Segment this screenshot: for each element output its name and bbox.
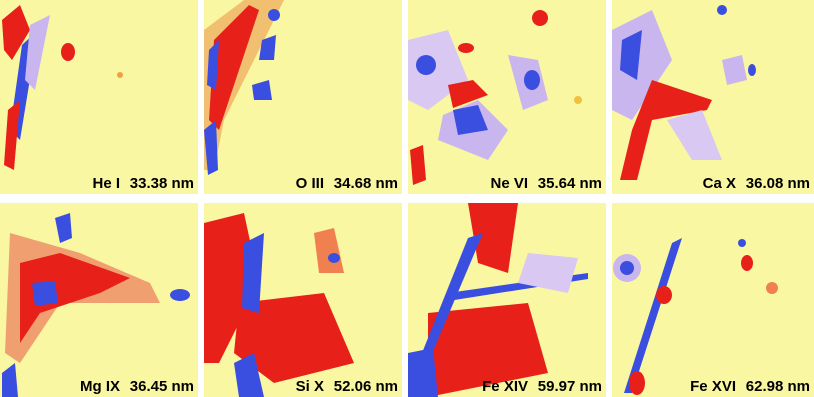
panel bbox=[204, 0, 402, 194]
ion-label: He I bbox=[92, 175, 120, 192]
wavelength-label: 62.98 nm bbox=[746, 378, 810, 395]
panel bbox=[0, 0, 198, 194]
ion-label: Si X bbox=[296, 378, 324, 395]
panel bbox=[612, 203, 814, 397]
panel bbox=[408, 203, 606, 397]
ion-label: Mg IX bbox=[80, 378, 120, 395]
ion-label: Fe XIV bbox=[482, 378, 528, 395]
ion-label: O III bbox=[296, 175, 324, 192]
wavelength-label: 36.08 nm bbox=[746, 175, 810, 192]
panel bbox=[612, 0, 814, 194]
wavelength-label: 33.38 nm bbox=[130, 175, 194, 192]
wavelength-label: 59.97 nm bbox=[538, 378, 602, 395]
ion-label: Ne VI bbox=[490, 175, 528, 192]
wavelength-label: 35.64 nm bbox=[538, 175, 602, 192]
panel bbox=[408, 0, 606, 194]
panel bbox=[0, 203, 198, 397]
wavelength-label: 34.68 nm bbox=[334, 175, 398, 192]
wavelength-label: 36.45 nm bbox=[130, 378, 194, 395]
panel bbox=[204, 203, 402, 397]
wavelength-label: 52.06 nm bbox=[334, 378, 398, 395]
ion-label: Ca X bbox=[703, 175, 736, 192]
ion-label: Fe XVI bbox=[690, 378, 736, 395]
